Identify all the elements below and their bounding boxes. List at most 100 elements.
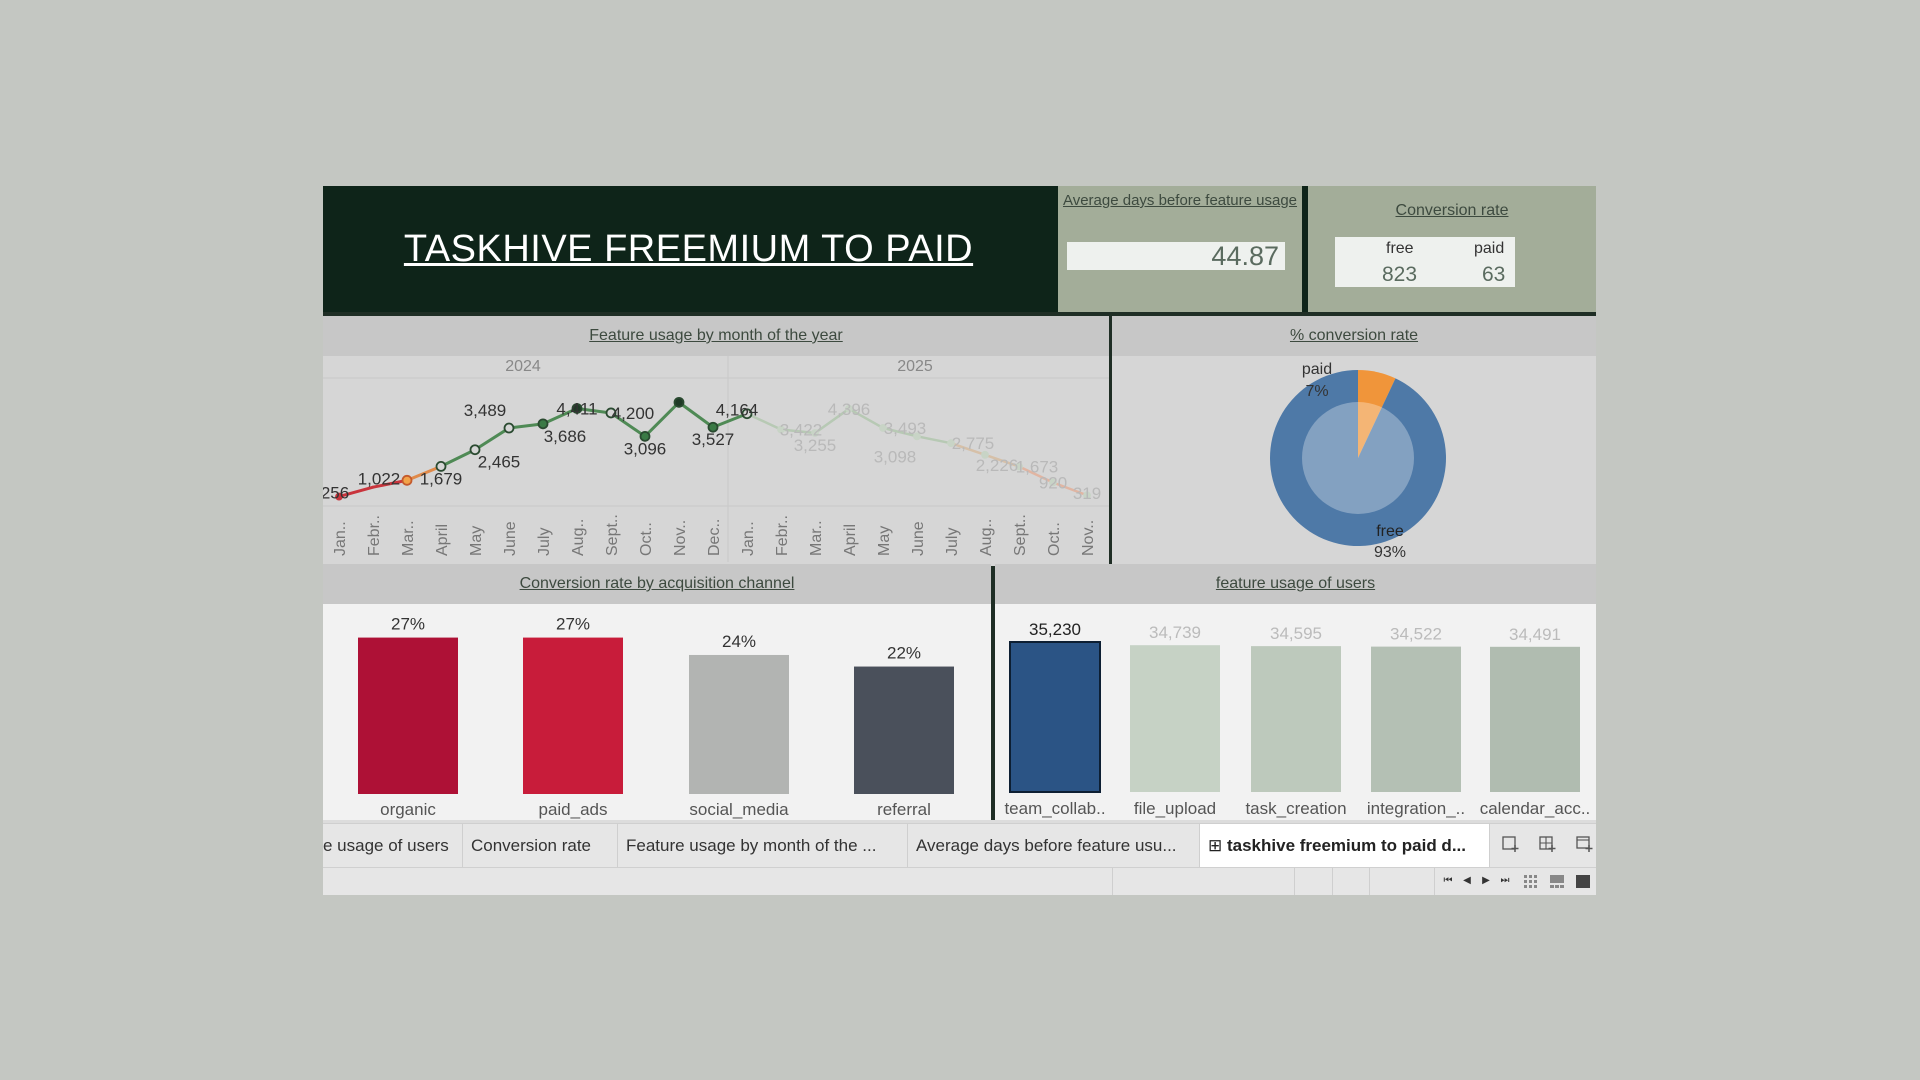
line-segment	[643, 400, 681, 438]
feature-category-label: team_collab..	[1004, 799, 1105, 818]
line-segment	[439, 448, 477, 468]
month-tick-label: Jan..	[740, 521, 757, 556]
month-tick-label: Aug..	[978, 519, 995, 556]
feature-bar	[1490, 646, 1580, 792]
month-tick-label: Dec..	[706, 519, 723, 556]
line-segment	[1051, 481, 1089, 497]
first-sheet-icon[interactable]: ⏮	[1443, 875, 1453, 886]
line-segment	[745, 412, 783, 431]
title-panel: TASKHIVE FREEMIUM TO PAID	[323, 186, 1054, 312]
feature-category-label: task_creation	[1245, 799, 1346, 818]
prev-sheet-icon[interactable]: ◀	[1463, 875, 1471, 886]
status-bar: ⏮ ◀ ▶ ⏭	[323, 867, 1596, 895]
line-chart[interactable]: 2024 2025 256 1,022 1,679 2,465 3,489 3,686 4,41…	[323, 356, 1109, 562]
line-segment	[405, 464, 443, 482]
tab-label: Feature usage by month of the ...	[626, 836, 877, 855]
show-tabs-icon[interactable]	[1576, 875, 1590, 888]
bar-value-label: 27%	[391, 615, 425, 634]
month-tick-label: May	[876, 526, 893, 556]
data-point	[435, 461, 447, 472]
data-point	[571, 403, 583, 414]
tab-label: Conversion rate	[471, 836, 592, 855]
data-point	[605, 407, 617, 419]
free-value: 823	[1382, 263, 1418, 286]
line-segment	[881, 426, 919, 438]
feature-chart-title: feature usage of users	[995, 564, 1596, 604]
free-header: free	[1386, 240, 1414, 257]
data-label: 4,200	[612, 404, 655, 423]
month-tick-label: Jan..	[332, 521, 349, 556]
tab-conversion-rate[interactable]: Conversion rate	[463, 824, 618, 868]
data-point	[913, 432, 921, 441]
month-tick-label: Nov..	[672, 520, 689, 556]
line-segment	[1017, 465, 1055, 484]
tab-average-days[interactable]: Average days before feature usu...	[908, 824, 1200, 868]
channel-bar-chart[interactable]: 27% organic 27% paid_ads 24% social_media 22% r…	[323, 604, 991, 820]
tab-feature-usage-month[interactable]: Feature usage by month of the ...	[618, 824, 908, 868]
data-point	[1015, 462, 1023, 471]
feature-value-label: 35,230	[1029, 620, 1081, 639]
tab-label: e usage of users	[323, 836, 449, 855]
new-worksheet-icon[interactable]	[1499, 834, 1523, 858]
line-segment	[677, 400, 715, 429]
data-label: 3,686	[544, 427, 587, 446]
sheet-tabs-bar: e usage of users Conversion rate Feature…	[323, 823, 1596, 868]
line-segment	[507, 422, 545, 430]
divider	[323, 312, 1596, 316]
divider	[1294, 868, 1295, 895]
donut-chart-title: % conversion rate	[1112, 316, 1596, 356]
last-sheet-icon[interactable]: ⏭	[1500, 875, 1510, 886]
bar-paid_ads	[523, 637, 623, 794]
feature-usage-users-panel[interactable]: feature usage of users 35,230 team_collab…	[995, 564, 1596, 820]
donut-chart[interactable]: paid 7% free 93%	[1112, 356, 1596, 562]
conversion-rate-panel[interactable]: Conversion rate free paid 823 63	[1308, 186, 1596, 312]
line-segment	[371, 478, 409, 489]
line-segment	[575, 406, 613, 415]
data-label: 3,096	[624, 439, 667, 458]
show-sheet-sorter-icon[interactable]	[1524, 875, 1538, 888]
dashboard-title: TASKHIVE FREEMIUM TO PAID	[403, 227, 974, 270]
tab-taskhive-dashboard[interactable]: ⊞ taskhive freemium to paid d...	[1200, 824, 1490, 868]
feature-value-label: 34,491	[1509, 625, 1561, 644]
bar-social_media	[689, 654, 789, 794]
bar-category-label: social_media	[689, 800, 789, 819]
new-story-icon[interactable]	[1573, 834, 1597, 858]
data-label: 2,226	[976, 456, 1019, 475]
conversion-pct-panel[interactable]: % conversion rate paid 7% free 93%	[1112, 316, 1596, 566]
month-tick-label: July	[536, 528, 553, 556]
data-point	[811, 429, 819, 437]
line-segment	[337, 485, 375, 499]
data-point	[639, 430, 651, 442]
feature-bar	[1130, 645, 1220, 792]
slice-pct-paid: 7%	[1305, 383, 1328, 400]
data-label: 1,679	[420, 469, 463, 488]
divider	[1302, 186, 1308, 312]
divider	[1434, 868, 1435, 895]
data-label: 4,396	[828, 400, 871, 419]
tab-label: taskhive freemium to paid d...	[1226, 836, 1466, 855]
line-segment	[983, 453, 1021, 468]
data-label: 2,465	[478, 453, 521, 472]
month-tick-label: June	[502, 521, 519, 556]
avg-days-panel[interactable]: Average days before feature usage 44.87	[1058, 186, 1302, 312]
feature-usage-by-month-panel[interactable]: Feature usage by month of the year 2024 2…	[323, 316, 1109, 566]
feature-bar-chart[interactable]: 35,230 team_collab.. 34,739 file_upload 34,5…	[995, 604, 1596, 820]
month-tick-label: Aug..	[570, 519, 587, 556]
line-segment	[711, 412, 749, 429]
paid-value: 63	[1482, 263, 1506, 286]
bar-category-label: paid_ads	[538, 800, 607, 819]
month-tick-label: Mar..	[400, 520, 417, 556]
channel-chart-title: Conversion rate by acquisition channel	[323, 564, 991, 604]
data-point	[981, 450, 989, 459]
next-sheet-icon[interactable]: ▶	[1482, 875, 1490, 886]
tab-feature-usage-users[interactable]: e usage of users	[323, 824, 463, 868]
divider	[1332, 868, 1333, 895]
data-label: 3,527	[692, 430, 735, 449]
feature-value-label: 34,595	[1270, 624, 1322, 643]
divider	[1054, 186, 1058, 312]
month-tick-label: Sept..	[1012, 514, 1029, 556]
new-dashboard-icon[interactable]	[1536, 834, 1560, 858]
show-filmstrip-icon[interactable]	[1550, 875, 1564, 888]
acquisition-channel-panel[interactable]: Conversion rate by acquisition channel 2…	[323, 564, 991, 820]
data-label: 3,422	[780, 420, 823, 439]
